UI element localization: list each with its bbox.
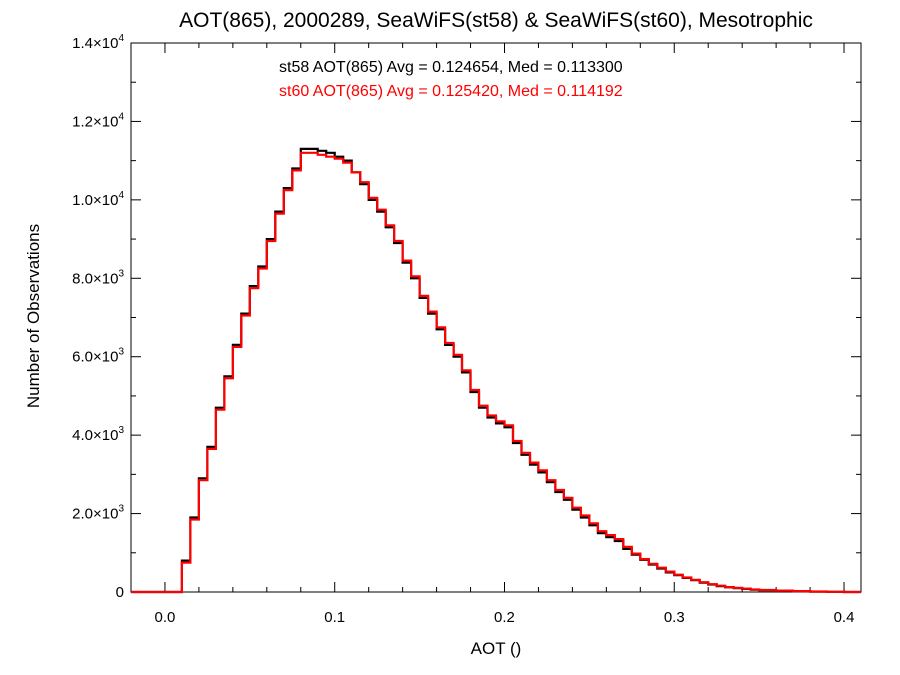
y-tick-label: 8.0×103 [72,268,124,287]
series-layer [131,147,861,594]
y-tick-label: 1.0×104 [72,190,124,209]
histogram-series-1 [131,151,861,594]
y-tick-label: 1.4×104 [72,33,124,52]
x-tick-label: 0.2 [494,609,515,626]
x-tick-label: 0.0 [155,609,176,626]
x-axis: 0.0 0.1 0.2 0.3 0.4 [130,43,855,626]
y-tick-label: 4.0×103 [72,425,124,444]
stats-annotation-st58: st58 AOT(865) Avg = 0.124654, Med = 0.11… [279,59,623,76]
stats-annotation-st60: st60 AOT(865) Avg = 0.125420, Med = 0.11… [279,83,623,100]
x-tick-label: 0.3 [664,609,685,626]
y-axis: 0 2.0×103 4.0×103 6.0×103 8.0×103 1.0×104 1.2×… [72,33,861,601]
y-tick-label: 6.0×103 [72,347,124,366]
x-axis-label: AOT () [471,639,522,658]
y-tick-label: 1.2×104 [72,111,124,130]
y-axis-label: Number of Observations [24,224,43,408]
y-tick-label: 0 [116,584,124,601]
x-tick-label: 0.4 [834,609,855,626]
x-tick-label: 0.1 [324,609,345,626]
chart-title: AOT(865), 2000289, SeaWiFS(st58) & SeaWi… [179,9,813,32]
y-tick-label: 2.0×103 [72,504,124,523]
histogram-series-0 [131,147,861,594]
